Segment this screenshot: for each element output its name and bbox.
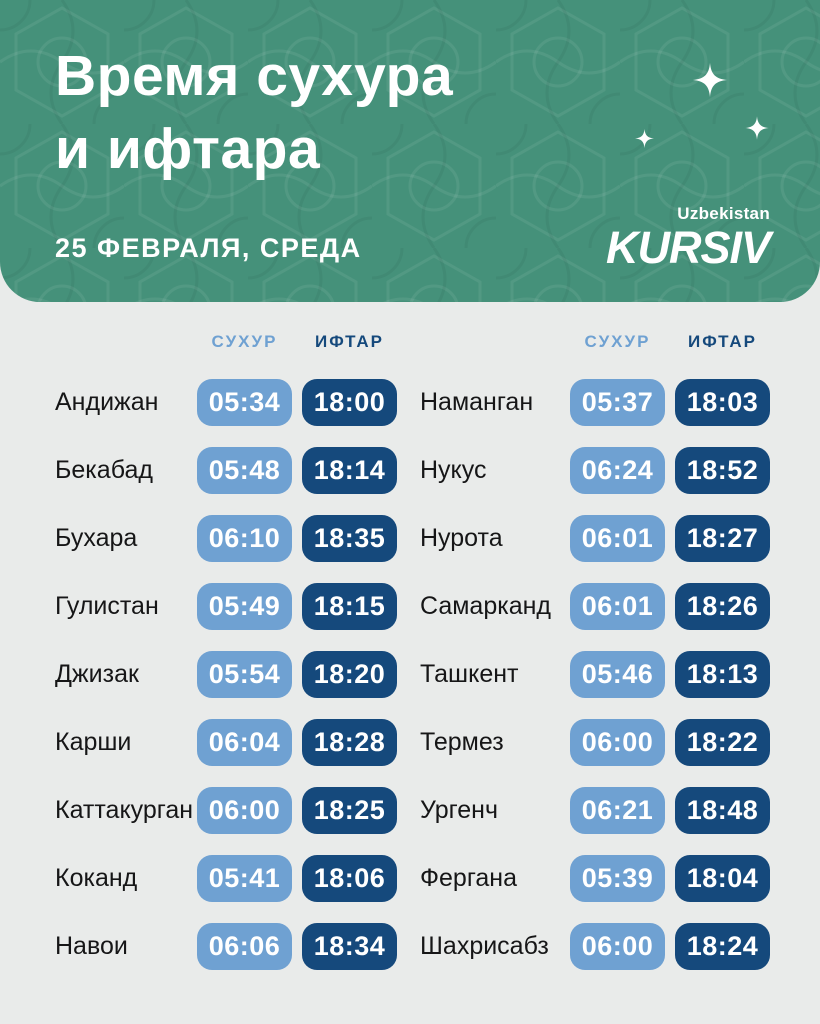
table-row: Наманган 05:37 18:03 (420, 368, 770, 436)
suhoor-time-badge: 05:46 (570, 650, 665, 698)
header-card: Время сухура и ифтара 25 ФЕВРАЛЯ, СРЕДА U… (0, 0, 820, 302)
city-label: Фергана (420, 863, 517, 892)
page-title: Время сухура и ифтара (55, 40, 770, 186)
iftar-time-badge: 18:27 (675, 514, 770, 562)
table-row: Гулистан 05:49 18:15 (55, 572, 397, 640)
city-label: Бухара (55, 523, 138, 552)
iftar-time-badge: 18:52 (675, 446, 770, 494)
suhoor-time-badge: 06:00 (570, 922, 665, 970)
date-label: 25 ФЕВРАЛЯ, СРЕДА (55, 233, 362, 263)
city-label: Гулистан (55, 591, 159, 620)
table-row: Навои 06:06 18:34 (55, 912, 397, 980)
table-row: Фергана 05:39 18:04 (420, 844, 770, 912)
city-label: Бекабад (55, 455, 153, 484)
suhoor-time-badge: 06:10 (197, 514, 292, 562)
table-row: Каттакурган 06:00 18:25 (55, 776, 397, 844)
iftar-time-badge: 18:15 (302, 582, 397, 630)
timetable-column-right: СУХУР ИФТАР Наманган 05:37 18:03 Нукус 06:24… (420, 328, 770, 980)
suhoor-time-badge: 05:54 (197, 650, 292, 698)
city-label: Навои (55, 931, 128, 960)
suhoor-time-badge: 06:00 (197, 786, 292, 834)
suhoor-time-badge: 06:21 (570, 786, 665, 834)
table-row: Бухара 06:10 18:35 (55, 504, 397, 572)
iftar-time-badge: 18:26 (675, 582, 770, 630)
city-label: Нурота (420, 523, 503, 552)
iftar-time-badge: 18:48 (675, 786, 770, 834)
iftar-time-badge: 18:28 (302, 718, 397, 766)
city-label: Коканд (55, 863, 138, 892)
city-label: Каттакурган (55, 795, 194, 824)
iftar-time-badge: 18:14 (302, 446, 397, 494)
suhoor-time-badge: 06:04 (197, 718, 292, 766)
iftar-time-badge: 18:35 (302, 514, 397, 562)
city-label: Термез (420, 727, 504, 756)
table-row: Шахрисабз 06:00 18:24 (420, 912, 770, 980)
iftar-time-badge: 18:04 (675, 854, 770, 902)
city-label: Нукус (420, 455, 487, 484)
brand-region-label: Uzbekistan (677, 204, 770, 223)
suhoor-time-badge: 06:06 (197, 922, 292, 970)
table-row: Бекабад 05:48 18:14 (55, 436, 397, 504)
suhoor-column-header: СУХУР (211, 332, 278, 351)
city-label: Шахрисабз (420, 931, 549, 960)
timetable: СУХУР ИФТАР Андижан 05:34 18:00 Бекабад 05:4… (0, 302, 820, 980)
city-label: Наманган (420, 387, 534, 416)
rows-container: Андижан 05:34 18:00 Бекабад 05:48 18:14 Бухара… (55, 368, 397, 980)
city-label: Ургенч (420, 795, 498, 824)
iftar-time-badge: 18:06 (302, 854, 397, 902)
city-label: Карши (55, 727, 132, 756)
table-row: Джизак 05:54 18:20 (55, 640, 397, 708)
iftar-column-header: ИФТАР (687, 332, 757, 351)
brand-logo: Uzbekistan KURSIV (605, 204, 771, 273)
table-row: Андижан 05:34 18:00 (55, 368, 397, 436)
brand-name-label: KURSIV (605, 222, 771, 273)
suhoor-time-badge: 06:01 (570, 514, 665, 562)
column-headers: СУХУР ИФТАР (55, 328, 397, 356)
timetable-column-left: СУХУР ИФТАР Андижан 05:34 18:00 Бекабад 05:4… (55, 328, 397, 980)
iftar-time-badge: 18:24 (675, 922, 770, 970)
iftar-column-header: ИФТАР (314, 332, 384, 351)
table-row: Ургенч 06:21 18:48 (420, 776, 770, 844)
suhoor-time-badge: 06:01 (570, 582, 665, 630)
suhoor-time-badge: 05:34 (197, 378, 292, 426)
iftar-time-badge: 18:20 (302, 650, 397, 698)
city-label: Джизак (55, 659, 139, 688)
table-row: Нурота 06:01 18:27 (420, 504, 770, 572)
table-row: Термез 06:00 18:22 (420, 708, 770, 776)
iftar-time-badge: 18:25 (302, 786, 397, 834)
table-row: Ташкент 05:46 18:13 (420, 640, 770, 708)
iftar-time-badge: 18:13 (675, 650, 770, 698)
suhoor-time-badge: 05:39 (570, 854, 665, 902)
iftar-time-badge: 18:22 (675, 718, 770, 766)
table-row: Самарканд 06:01 18:26 (420, 572, 770, 640)
page-title-line1: Время сухура (55, 44, 454, 108)
suhoor-time-badge: 05:49 (197, 582, 292, 630)
iftar-time-badge: 18:03 (675, 378, 770, 426)
city-label: Андижан (55, 387, 159, 416)
table-row: Коканд 05:41 18:06 (55, 844, 397, 912)
suhoor-time-badge: 06:00 (570, 718, 665, 766)
suhoor-time-badge: 05:48 (197, 446, 292, 494)
rows-container: Наманган 05:37 18:03 Нукус 06:24 18:52 Нурота 0… (420, 368, 770, 980)
city-label: Самарканд (420, 591, 552, 620)
iftar-time-badge: 18:00 (302, 378, 397, 426)
page-title-line2: и ифтара (55, 117, 321, 181)
table-row: Нукус 06:24 18:52 (420, 436, 770, 504)
suhoor-time-badge: 06:24 (570, 446, 665, 494)
iftar-time-badge: 18:34 (302, 922, 397, 970)
suhoor-column-header: СУХУР (584, 332, 651, 351)
city-label: Ташкент (420, 659, 519, 688)
table-row: Карши 06:04 18:28 (55, 708, 397, 776)
column-headers: СУХУР ИФТАР (420, 328, 770, 356)
suhoor-time-badge: 05:41 (197, 854, 292, 902)
suhoor-time-badge: 05:37 (570, 378, 665, 426)
